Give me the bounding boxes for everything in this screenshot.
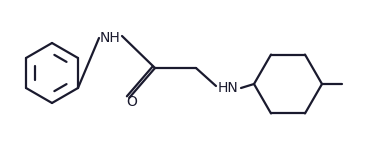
Text: NH: NH: [100, 31, 120, 45]
Text: HN: HN: [218, 81, 238, 95]
Text: O: O: [127, 95, 138, 109]
